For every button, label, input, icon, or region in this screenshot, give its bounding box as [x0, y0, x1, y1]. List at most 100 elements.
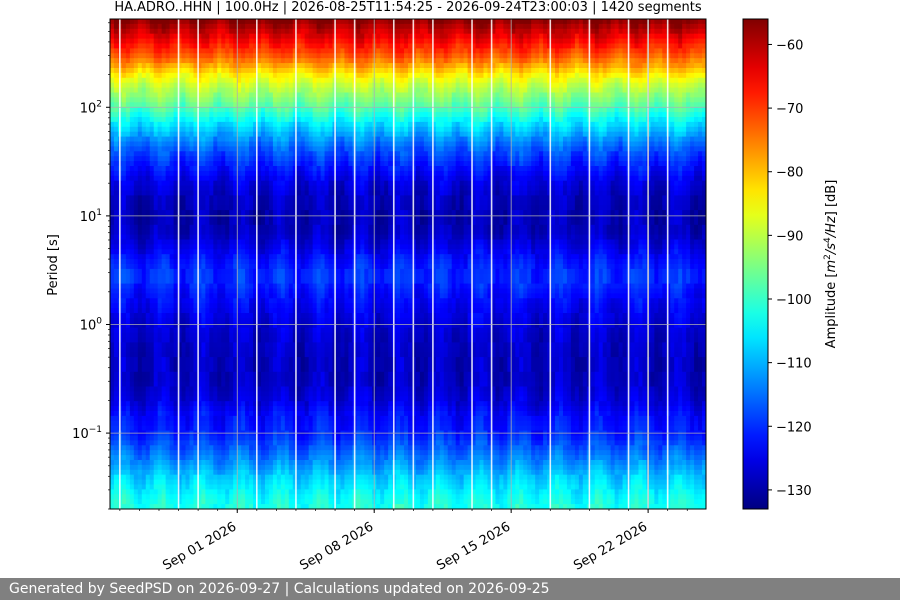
heatmap-cell [320, 131, 326, 138]
heatmap-cell [360, 121, 365, 128]
heatmap-cell [535, 161, 540, 167]
heatmap-cell [368, 136, 373, 143]
heatmap-cell [702, 141, 706, 147]
heatmap-cell [201, 141, 206, 147]
heatmap-cell [356, 33, 361, 40]
heatmap-cell [415, 117, 421, 123]
heatmap-cell [443, 112, 449, 118]
heatmap-cell [276, 112, 282, 118]
heatmap-cell [582, 82, 588, 89]
heatmap-cell [443, 68, 449, 74]
heatmap-cell [638, 53, 644, 59]
heatmap-cell [543, 38, 548, 45]
heatmap-cell [249, 43, 254, 49]
heatmap-cell [173, 151, 179, 157]
heatmap-cell [260, 58, 266, 64]
heatmap-cell [678, 68, 683, 74]
heatmap-cell [157, 48, 163, 54]
heatmap-cell [535, 87, 540, 94]
heatmap-cell [396, 77, 401, 84]
heatmap-cell [328, 97, 334, 103]
heatmap-cell [495, 87, 500, 94]
heatmap-cell [690, 136, 695, 143]
heatmap-cell [662, 77, 667, 84]
heatmap-cell [169, 166, 175, 172]
heatmap-row [110, 63, 706, 69]
heatmap-cell [662, 82, 667, 89]
heatmap-cell [348, 63, 353, 69]
heatmap-cell [455, 63, 461, 69]
heatmap-cell [209, 151, 214, 157]
heatmap-cell [257, 87, 262, 94]
heatmap-cell [610, 156, 616, 162]
heatmap-cell [380, 131, 385, 138]
heatmap-cell [666, 19, 671, 25]
heatmap-cell [336, 156, 342, 162]
heatmap-cell [225, 151, 230, 157]
heatmap-cell [113, 141, 119, 147]
heatmap-cell [404, 92, 409, 98]
heatmap-cell [463, 175, 469, 182]
heatmap-cell [260, 170, 266, 177]
heatmap-cell [690, 28, 695, 35]
heatmap-cell [682, 63, 687, 69]
heatmap-cell [177, 112, 183, 118]
heatmap-cell [308, 68, 314, 74]
heatmap-cell [408, 97, 413, 103]
heatmap-cell [650, 136, 655, 143]
heatmap-cell [555, 48, 560, 54]
heatmap-cell [364, 170, 369, 177]
heatmap-cell [602, 33, 608, 40]
heatmap-cell [141, 151, 147, 157]
heatmap-cell [439, 48, 445, 54]
heatmap-cell [324, 107, 330, 113]
heatmap-cell [161, 161, 167, 167]
heatmap-cell [364, 68, 369, 74]
heatmap-cell [570, 38, 576, 45]
heatmap-cell [177, 126, 183, 133]
heatmap-cell [225, 92, 230, 98]
heatmap-cell [439, 19, 445, 25]
heatmap-cell [642, 112, 647, 118]
heatmap-cell [340, 23, 346, 30]
heatmap-cell [197, 63, 202, 69]
heatmap-cell [304, 38, 310, 45]
heatmap-cell [431, 161, 437, 167]
heatmap-cell [388, 170, 393, 177]
heatmap-cell [245, 102, 250, 108]
heatmap-cell [459, 151, 465, 157]
heatmap-cell [614, 112, 620, 118]
heatmap-cell [590, 131, 596, 138]
heatmap-cell [308, 156, 314, 162]
heatmap-cell [618, 121, 624, 128]
heatmap-cell [241, 166, 246, 172]
heatmap-cell [129, 92, 135, 98]
heatmap-cell [590, 28, 596, 35]
heatmap-cell [157, 107, 163, 113]
heatmap-cell [356, 23, 361, 30]
heatmap-cell [610, 136, 616, 143]
heatmap-cell [702, 112, 706, 118]
heatmap-cell [495, 68, 500, 74]
heatmap-cell [590, 68, 596, 74]
heatmap-cell [447, 68, 453, 74]
heatmap-cell [296, 38, 302, 45]
heatmap-cell [193, 117, 199, 123]
heatmap-row [110, 77, 706, 84]
heatmap-cell [590, 126, 596, 133]
heatmap-cell [558, 68, 564, 74]
heatmap-cell [177, 131, 183, 138]
heatmap-cell [415, 19, 421, 25]
heatmap-cell [666, 82, 671, 89]
heatmap-cell [384, 43, 389, 49]
heatmap-cell [531, 23, 536, 30]
heatmap-cell [618, 72, 624, 79]
heatmap-cell [562, 102, 568, 108]
heatmap-cell [110, 117, 115, 123]
heatmap-cell [519, 156, 524, 162]
heatmap-cell [515, 117, 520, 123]
heatmap-cell [455, 43, 461, 49]
heatmap-cell [268, 126, 274, 133]
heatmap-cell [630, 53, 636, 59]
heatmap-cell [225, 72, 230, 79]
